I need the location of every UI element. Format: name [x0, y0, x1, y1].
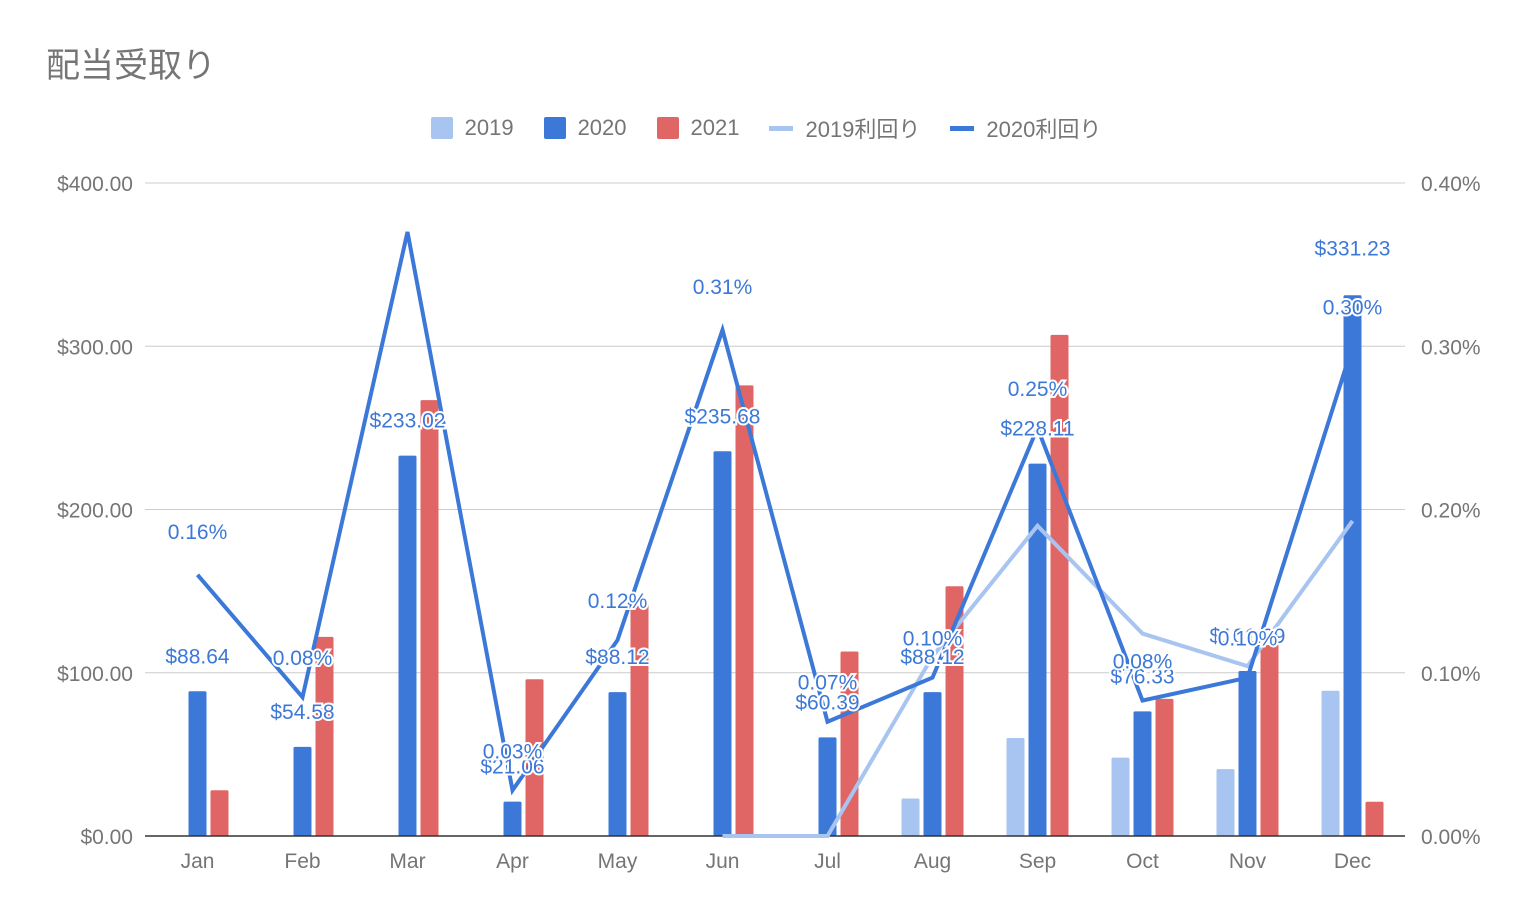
data-label-2020: $235.68	[685, 405, 761, 428]
legend: 2019 2020 2021 2019利回り 2020利回り	[0, 112, 1532, 144]
data-label-2020: $88.12	[585, 646, 649, 669]
bar-2019-Sep	[1006, 738, 1025, 836]
legend-label-2020: 2020	[577, 115, 627, 140]
data-label-2020-yield: 0.08%	[273, 647, 333, 670]
bar-2020-Sep	[1028, 463, 1047, 836]
legend-item-2021[interactable]: 2021	[656, 115, 740, 141]
data-label-2020: $101.09	[1210, 625, 1286, 648]
bar-2021-Jun	[735, 385, 754, 836]
bar-2020-Nov	[1238, 670, 1257, 836]
x-tick-label: Jul	[814, 850, 841, 873]
data-label-2020: $228.11	[1000, 418, 1074, 441]
y-right-tick-label: 0.30%	[1421, 336, 1481, 359]
bar-2021-May	[630, 604, 649, 836]
x-tick-label: Oct	[1126, 850, 1159, 873]
bar-2021-Oct	[1155, 698, 1174, 836]
legend-swatch-2019	[430, 117, 453, 139]
bar-2021-Dec	[1365, 801, 1384, 836]
y-left-tick-label: $400.00	[57, 173, 133, 196]
data-label-2020: $21.06	[480, 756, 544, 779]
line-2019利回り	[722, 519, 1355, 838]
data-label-2020-yield: 0.12%	[588, 590, 648, 613]
data-label-2020-yield: 0.31%	[693, 276, 753, 299]
legend-label-2019: 2019	[464, 115, 514, 140]
y-right-tick-label: 0.00%	[1421, 826, 1481, 849]
bar-2020-Aug	[923, 692, 942, 836]
bar-2020-Mar	[398, 455, 417, 836]
legend-label-2021: 2021	[690, 115, 740, 140]
legend-item-2020-yield[interactable]: 2020利回り	[950, 112, 1101, 144]
y-right-tick-label: 0.20%	[1421, 500, 1481, 523]
bar-2020-Jun	[713, 451, 732, 836]
chart-title: 配当受取り	[46, 46, 216, 86]
x-tick-label: Dec	[1334, 850, 1371, 873]
data-label-2020-yield: 0.25%	[1008, 378, 1068, 401]
x-tick-label: Mar	[389, 850, 425, 873]
x-tick-label: Aug	[914, 850, 951, 873]
y-left-tick-label: $300.00	[57, 336, 133, 359]
x-tick-label: Sep	[1019, 850, 1056, 873]
bar-2020-Jan	[188, 691, 207, 836]
x-tick-label: Apr	[496, 850, 529, 873]
bar-2019-Dec	[1321, 690, 1340, 836]
legend-label-2020-yield: 2020利回り	[986, 117, 1102, 142]
x-tick-label: Nov	[1229, 850, 1267, 873]
data-label-2020-yield: 0.10%	[1218, 628, 1278, 651]
legend-item-2019[interactable]: 2019	[430, 115, 514, 141]
y-left-tick-label: $100.00	[57, 663, 133, 686]
bar-2021-Feb	[315, 636, 334, 836]
bar-2020-Apr	[503, 801, 522, 836]
data-label-2020: $88.64	[165, 645, 230, 668]
bar-2020-Feb	[293, 746, 312, 836]
y-right-tick-label: 0.10%	[1421, 663, 1481, 686]
y-right-tick-label: 0.40%	[1421, 173, 1481, 196]
data-label-2020-yield: 0.10%	[903, 628, 963, 651]
bar-2021-Jan	[210, 790, 229, 836]
bar-2020-May	[608, 692, 627, 836]
bar-2021-Nov	[1260, 643, 1279, 836]
bar-2019-Oct	[1111, 757, 1130, 836]
y-left-tick-label: $0.00	[80, 826, 133, 849]
legend-swatch-2021	[656, 117, 679, 139]
data-label-2020-yield: 0.08%	[1113, 651, 1173, 674]
line-2020利回り	[195, 231, 1355, 796]
x-tick-label: Jan	[181, 850, 215, 873]
bar-2021-Mar	[420, 400, 439, 836]
bar-2020-Oct	[1133, 711, 1152, 836]
data-label-2020-yield: 0.30%	[1323, 296, 1383, 319]
data-label-2020: $76.33	[1110, 665, 1174, 688]
data-label-2020: $54.58	[270, 701, 334, 724]
data-label-2020-yield: 0.07%	[798, 672, 858, 695]
data-label-2020: $331.23	[1315, 237, 1391, 260]
legend-line-2019-yield	[769, 125, 794, 131]
legend-item-2020[interactable]: 2020	[543, 115, 627, 141]
y-left-tick-label: $200.00	[57, 500, 133, 523]
x-tick-label: May	[598, 850, 638, 873]
data-label-2020: $60.39	[795, 691, 859, 714]
data-label-2020: $233.02	[370, 410, 446, 433]
bar-2019-Nov	[1216, 769, 1235, 836]
legend-item-2019-yield[interactable]: 2019利回り	[769, 112, 920, 144]
bar-2019-Aug	[901, 798, 920, 836]
x-tick-label: Jun	[706, 850, 740, 873]
legend-swatch-2020	[543, 117, 566, 139]
legend-line-2020-yield	[950, 125, 975, 131]
data-label-2020-yield: 0.16%	[168, 521, 228, 544]
bar-2021-Aug	[945, 586, 964, 836]
bar-2021-Sep	[1050, 334, 1069, 836]
data-label-2020-yield: 0.03%	[483, 740, 543, 763]
bar-2020-Dec	[1343, 295, 1362, 836]
data-label-2020: $88.12	[900, 646, 964, 669]
legend-label-2019-yield: 2019利回り	[805, 117, 921, 142]
x-tick-label: Feb	[284, 850, 320, 873]
bar-2020-Jul	[818, 737, 837, 836]
